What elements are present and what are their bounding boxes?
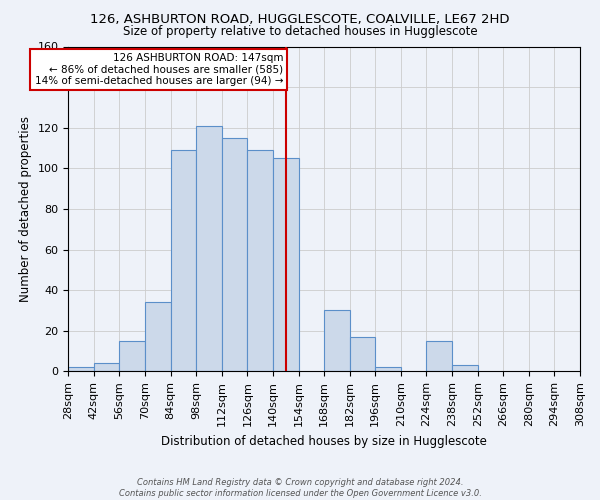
X-axis label: Distribution of detached houses by size in Hugglescote: Distribution of detached houses by size … (161, 434, 487, 448)
Bar (196, 126, 222, 372)
Bar (247, 150, 273, 372)
Bar (350, 337, 375, 372)
Text: 126 ASHBURTON ROAD: 147sqm
← 86% of detached houses are smaller (585)
14% of sem: 126 ASHBURTON ROAD: 147sqm ← 86% of deta… (35, 53, 283, 86)
Text: Size of property relative to detached houses in Hugglescote: Size of property relative to detached ho… (122, 25, 478, 38)
Bar (452, 365, 478, 372)
Bar (145, 302, 170, 372)
Text: 126, ASHBURTON ROAD, HUGGLESCOTE, COALVILLE, LE67 2HD: 126, ASHBURTON ROAD, HUGGLESCOTE, COALVI… (90, 12, 510, 26)
Text: Contains HM Land Registry data © Crown copyright and database right 2024.
Contai: Contains HM Land Registry data © Crown c… (119, 478, 481, 498)
Bar (222, 138, 247, 372)
Bar (273, 158, 299, 372)
Bar (170, 150, 196, 372)
Y-axis label: Number of detached properties: Number of detached properties (19, 116, 32, 302)
Bar (119, 341, 145, 372)
Bar (427, 341, 452, 372)
Bar (375, 368, 401, 372)
Bar (324, 310, 350, 372)
Bar (68, 368, 94, 372)
Bar (94, 363, 119, 372)
